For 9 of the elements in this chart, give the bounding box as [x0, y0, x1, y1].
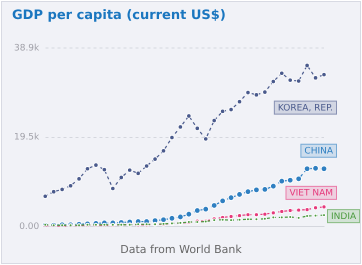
- series-label: VIET NAM: [289, 188, 334, 199]
- y-tick-label: 0.00: [19, 222, 40, 232]
- series-label: INDIA: [331, 212, 357, 222]
- text: Data from World Bank: [119, 243, 243, 256]
- y-tick-label: 38.9k: [14, 43, 40, 54]
- series-label: CHINA: [304, 146, 334, 157]
- chart-title: GDP per capita (current US$): [12, 8, 226, 23]
- y-tick-label: 19.5k: [14, 132, 40, 143]
- series-label: KOREA, REP.: [278, 103, 333, 114]
